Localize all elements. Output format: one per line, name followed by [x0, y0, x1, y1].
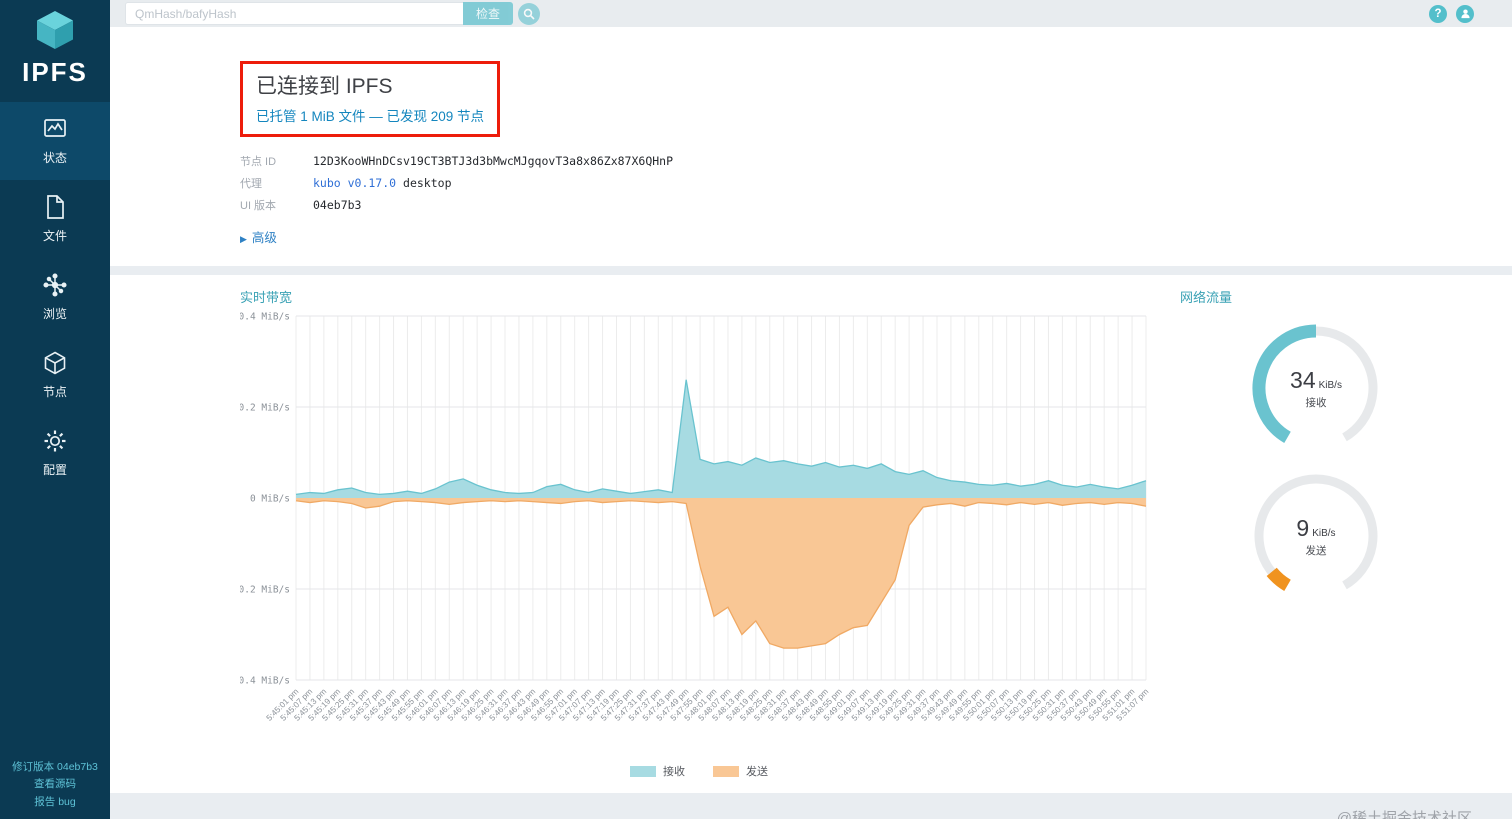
topbar-icons: ?: [1429, 4, 1474, 23]
sidebar-item-label: 节点: [42, 385, 67, 399]
send-value: 9: [1296, 514, 1310, 541]
bandwidth-area-chart: 0.4 MiB/s 0.2 MiB/s 0 MiB/s -0.2 MiB/s -0.4 …: [233, 308, 1158, 761]
svg-text:0 MiB/s: 0 MiB/s: [250, 494, 290, 505]
files-document-icon: [42, 194, 68, 220]
help-icon[interactable]: ?: [1429, 4, 1447, 23]
sidebar: IPFS 状态 文件: [0, 0, 110, 819]
legend-swatch: [630, 765, 656, 777]
bandwidth-title: 实时带宽: [240, 290, 293, 305]
sidebar-item-label: 配置: [42, 463, 67, 477]
chevron-right-icon: ▶: [240, 234, 247, 244]
annotation-red-box: 已连接到 IPFS 已托管 1 MiB 文件 — 已发现 209 节点: [240, 61, 501, 137]
sidebar-item-settings[interactable]: 配置: [0, 414, 110, 492]
agent-row: 代理 kubo v0.17.0 desktop: [240, 175, 1472, 191]
status-section: 已连接到 IPFS 已托管 1 MiB 文件 — 已发现 209 节点 节点 I…: [110, 27, 1512, 266]
search-input[interactable]: [125, 2, 463, 25]
sidebar-footer: 修订版本 04eb7b3 查看源码 报告 bug: [0, 759, 110, 811]
legend-item: 接收: [630, 763, 685, 779]
watermark: @稀土掘金技术社区: [1336, 810, 1472, 819]
chart-legend: 接收 发送: [240, 763, 1158, 779]
source-code-link[interactable]: 查看源码: [34, 778, 76, 791]
agent-suffix: desktop: [403, 176, 452, 190]
bandwidth-section: 实时带宽 0.4 MiB/s 0.2 MiB/s 0 MiB/s -0.2 MiB/s…: [110, 275, 1512, 793]
sidebar-item-label: 浏览: [42, 307, 67, 321]
sidebar-item-files[interactable]: 文件: [0, 180, 110, 258]
ipfs-cube-icon: [32, 11, 78, 56]
sidebar-nav: 状态 文件: [0, 102, 110, 492]
magnifier-icon: [523, 8, 535, 20]
status-chart-icon: [42, 116, 68, 142]
explore-graph-icon: [42, 272, 68, 298]
legend-item: 发送: [713, 763, 768, 779]
bandwidth-chart-block: 实时带宽 0.4 MiB/s 0.2 MiB/s 0 MiB/s -0.2 MiB/s…: [233, 287, 1158, 779]
person-glyph-icon: [1460, 9, 1470, 19]
ui-version-value: 04eb7b3: [313, 198, 362, 212]
svg-text:0.2 MiB/s: 0.2 MiB/s: [240, 403, 290, 414]
network-traffic-block: 网络流量 34 KiB/s 接收 9: [1158, 287, 1512, 779]
receive-value: 34: [1290, 366, 1316, 393]
receive-gauge-ring: [1246, 324, 1386, 462]
revision-link[interactable]: 修订版本 04eb7b3: [12, 761, 98, 774]
send-gauge: 9 KiB/s 发送: [1246, 466, 1386, 606]
node-id-row: 节点 ID 12D3KooWHnDCsv19CT3BTJ3d3bMwcMJgqo…: [240, 153, 1472, 169]
peers-cube-icon: [42, 350, 68, 376]
settings-gear-icon: [42, 428, 68, 454]
node-id-label: 节点 ID: [240, 156, 277, 168]
gauges: 34 KiB/s 接收 9 KiB/s 发送: [1180, 318, 1512, 606]
send-unit: KiB/s: [1312, 527, 1336, 539]
ipfs-logo[interactable]: IPFS: [0, 0, 110, 88]
sidebar-item-peers[interactable]: 节点: [0, 336, 110, 414]
advanced-toggle[interactable]: ▶ 高级: [240, 231, 277, 245]
search-magnifier-button[interactable]: [518, 2, 541, 25]
legend-swatch: [713, 765, 739, 777]
agent-label: 代理: [240, 178, 262, 190]
user-icon[interactable]: [1456, 4, 1474, 23]
node-id-value: 12D3KooWHnDCsv19CT3BTJ3d3bMwcMJgqovT3a8x…: [313, 154, 674, 168]
svg-text:0.4 MiB/s: 0.4 MiB/s: [240, 312, 290, 323]
report-bug-link[interactable]: 报告 bug: [34, 795, 76, 808]
sidebar-item-status[interactable]: 状态: [0, 102, 110, 180]
node-info: 节点 ID 12D3KooWHnDCsv19CT3BTJ3d3bMwcMJgqo…: [240, 153, 1472, 213]
receive-gauge: 34 KiB/s 接收: [1246, 318, 1386, 458]
ui-version-label: UI 版本: [240, 200, 277, 212]
agent-version-link[interactable]: kubo v0.17.0: [313, 176, 397, 190]
section-divider: [110, 266, 1512, 275]
send-gauge-ring: [1246, 474, 1386, 610]
hosted-discovered-links[interactable]: 已托管 1 MiB 文件 — 已发现 209 节点: [256, 109, 485, 124]
bottom-strip: @稀土掘金技术社区: [110, 793, 1512, 819]
ipfs-logo-text: IPFS: [22, 57, 88, 87]
inspect-button[interactable]: 检查: [463, 2, 514, 25]
main-area: 检查 ? 已连接到 IPFS 已托管 1 MiB 文件 — 已发现 209 节点…: [110, 0, 1512, 819]
network-traffic-title: 网络流量: [1180, 290, 1233, 305]
sidebar-item-label: 状态: [42, 151, 67, 165]
send-label: 发送: [1305, 544, 1327, 557]
receive-unit: KiB/s: [1318, 379, 1342, 391]
ui-version-row: UI 版本 04eb7b3: [240, 197, 1472, 213]
svg-text:-0.4 MiB/s: -0.4 MiB/s: [240, 676, 290, 687]
sidebar-item-label: 文件: [42, 229, 67, 243]
receive-label: 接收: [1305, 396, 1327, 409]
sidebar-item-explore[interactable]: 浏览: [0, 258, 110, 336]
topbar: 检查 ?: [110, 0, 1512, 27]
connected-title: 已连接到 IPFS: [256, 75, 393, 98]
svg-text:-0.2 MiB/s: -0.2 MiB/s: [240, 585, 290, 596]
